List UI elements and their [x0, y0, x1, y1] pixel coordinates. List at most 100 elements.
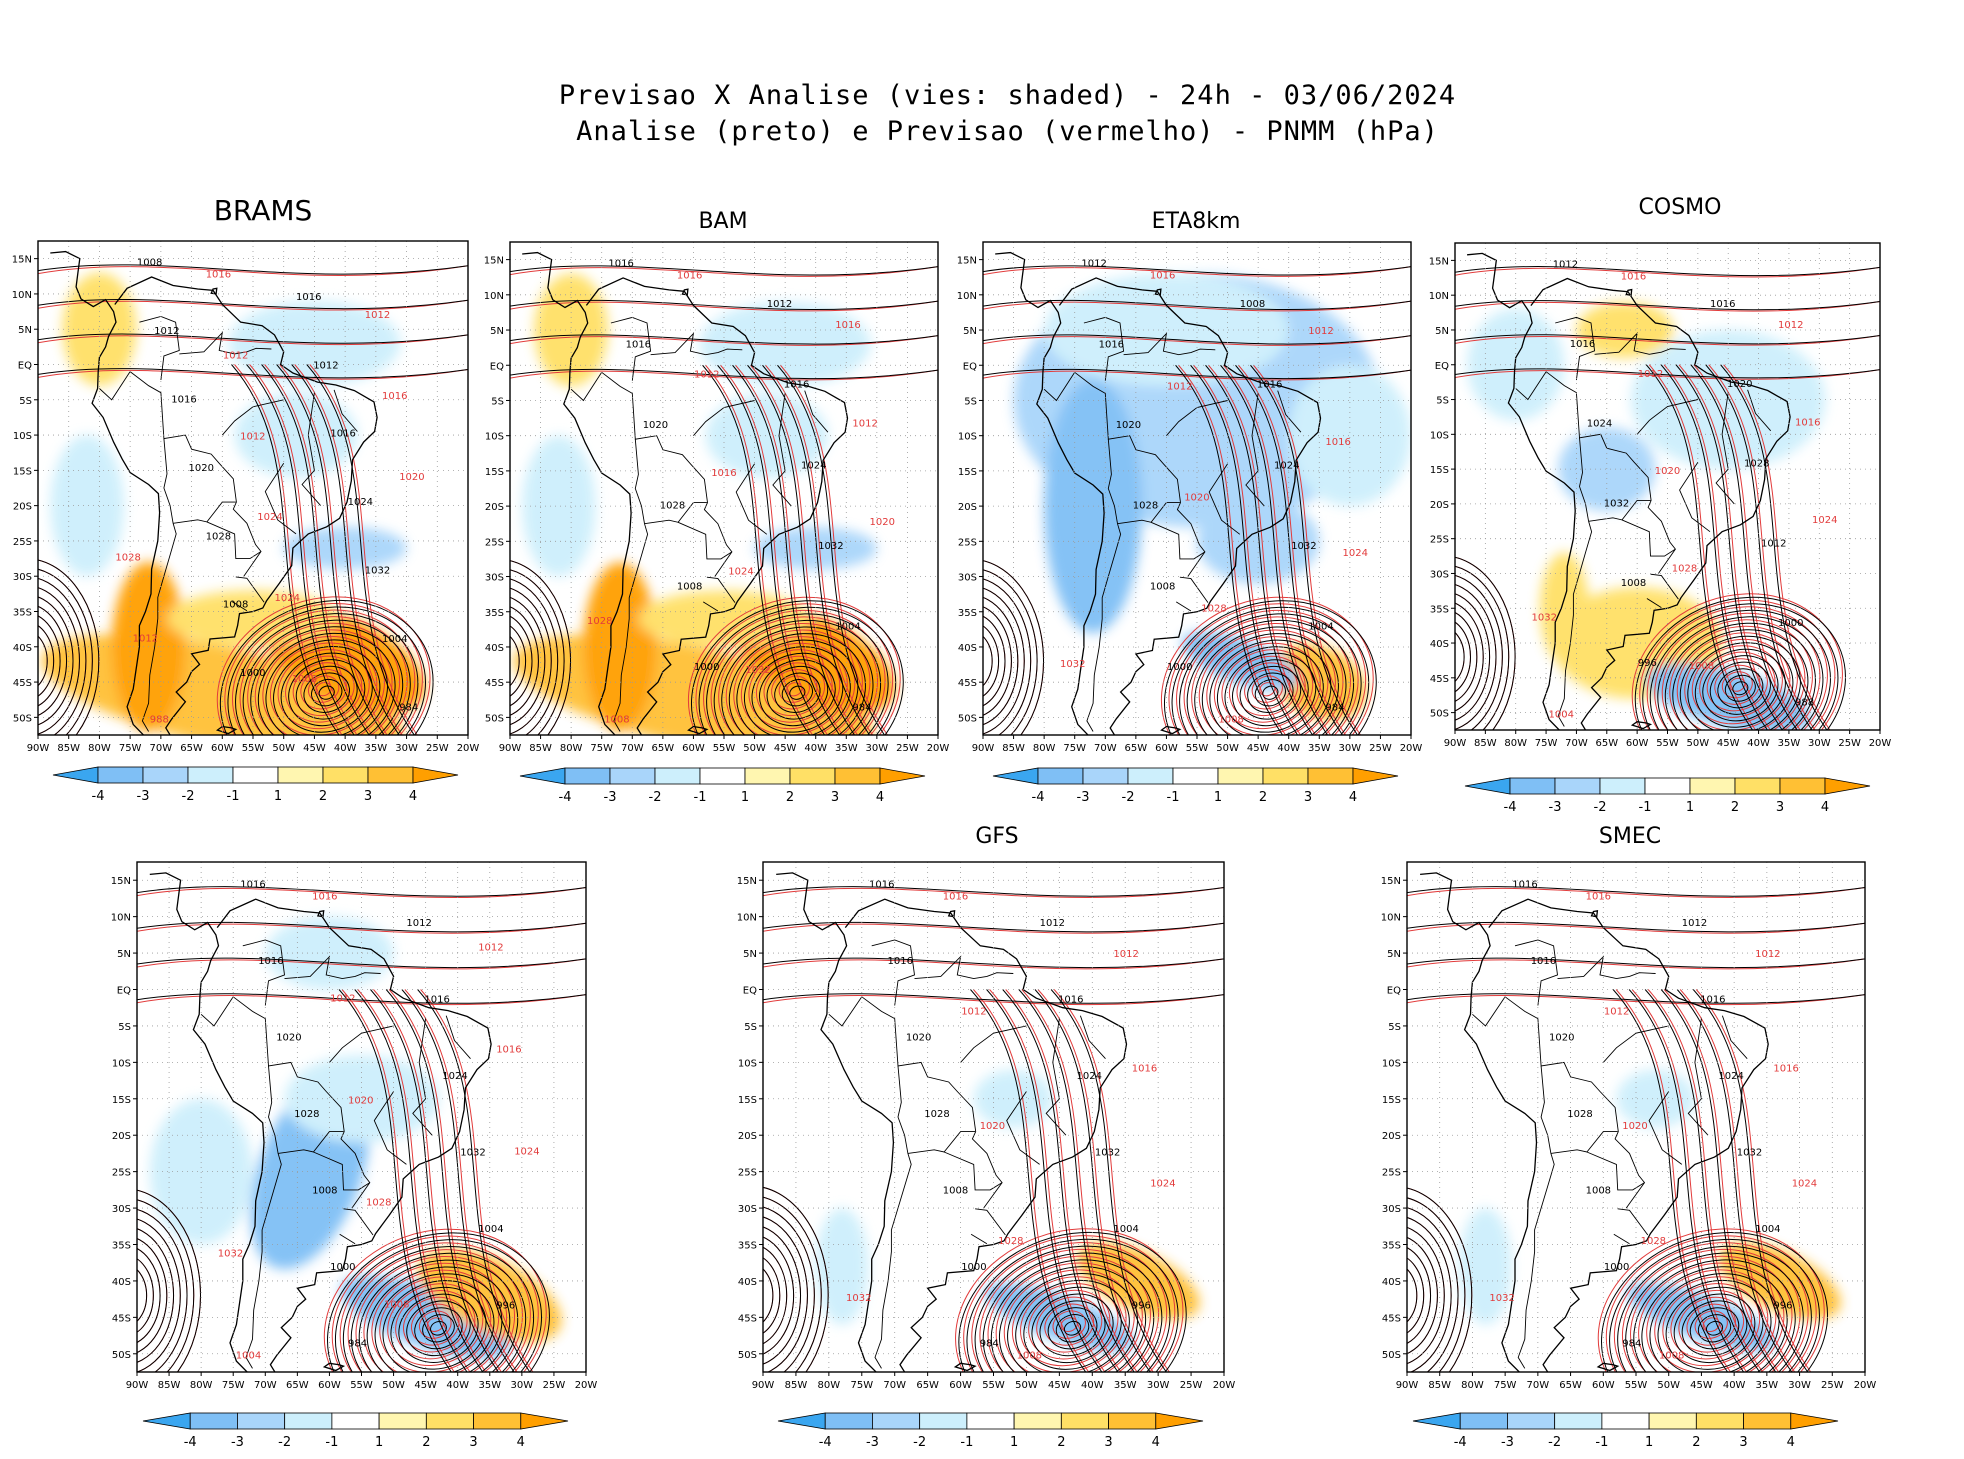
colorbar-label: 4	[517, 1435, 525, 1450]
isobar-label: 1012	[1604, 1006, 1629, 1017]
isobar-label: 1016	[1325, 437, 1350, 448]
isobar-label: 1012	[154, 326, 179, 337]
lon-tick-label: 55W	[1625, 1380, 1648, 1391]
colorbar-label: 3	[831, 790, 839, 805]
lat-tick-label: 25S	[1382, 1168, 1401, 1179]
colorbar-label: 4	[876, 790, 884, 805]
colorbar-label: 1	[274, 789, 282, 804]
lon-tick-label: 50W	[1216, 743, 1239, 754]
isobar-label: 1012	[852, 419, 877, 430]
lon-tick-label: 75W	[850, 1380, 873, 1391]
isobar-label: 1032	[1291, 541, 1316, 552]
lat-tick-label: 10N	[1429, 291, 1449, 302]
colorbar-label: -2	[278, 1435, 291, 1450]
isobar-label: 1016	[496, 1045, 521, 1056]
lat-tick-label: 15N	[737, 876, 757, 887]
colorbar-swatch	[879, 767, 926, 785]
colorbar-label: 3	[364, 789, 372, 804]
isobar-label: 1032	[218, 1249, 243, 1260]
lat-tick-label: 5S	[1436, 396, 1449, 407]
lat-tick-label: 50S	[485, 713, 504, 724]
panel-title-BAM: BAM	[698, 209, 748, 234]
lat-tick-label: 45S	[112, 1313, 131, 1324]
colorbar-swatch	[52, 766, 99, 784]
lat-tick-label: 25S	[738, 1168, 757, 1179]
isobar-label: 1032	[1489, 1293, 1514, 1304]
lat-tick-label: 35S	[1382, 1241, 1401, 1252]
lat-tick-label: 20S	[958, 502, 977, 513]
lat-tick-label: 35S	[1430, 604, 1449, 615]
lat-tick-label: 15S	[112, 1095, 131, 1106]
colorbar-label: -3	[137, 789, 150, 804]
isobar-label: 996	[496, 1300, 515, 1311]
isobar-label: 1000	[240, 668, 265, 679]
colorbar-label: -2	[649, 790, 662, 805]
isobar-label: 1016	[888, 956, 913, 967]
colorbar-label: -3	[1501, 1435, 1514, 1450]
lon-tick-label: 40W	[446, 1380, 469, 1391]
map-SMEC: 1016 1012 1016 1016 1020 1024 1028 1032 1008 1004…	[1381, 861, 1876, 1391]
colorbar-label: 3	[1304, 790, 1312, 805]
colorbar-label: 1	[1010, 1435, 1018, 1450]
lat-tick-label: 5N	[963, 326, 977, 337]
isobar-label: 1012	[1755, 949, 1780, 960]
isobar-label: 996	[1638, 658, 1657, 669]
lon-tick-label: 90W	[27, 743, 50, 754]
isobar-label: 1012	[1682, 918, 1707, 929]
lat-tick-label: 5S	[964, 396, 977, 407]
lat-tick-label: 10N	[111, 913, 131, 924]
colorbar-swatch	[1464, 777, 1511, 795]
lat-tick-label: 40S	[1382, 1277, 1401, 1288]
map-ETA8km: 1012 1008 1016 1016 1020 1024 1028 1032 1008 1004…	[957, 241, 1422, 754]
colorbar-swatch	[1307, 767, 1354, 785]
colorbar-COSMO: -4 -3 -2 -1 1 2 3 4	[1464, 777, 1871, 815]
isobar-label: 1020	[1184, 493, 1209, 504]
lon-tick-label: 60W	[1626, 738, 1649, 749]
lon-tick-label: 85W	[1002, 743, 1025, 754]
map-BRAMS: 1008 1016 1012 1012 1016 1016 1020 1024 1028 1032…	[12, 240, 479, 754]
colorbar-unlabeled: -4 -3 -2 -1 1 2 3 4	[142, 1412, 569, 1450]
lat-tick-label: 5N	[1387, 949, 1401, 960]
lat-tick-label: 25S	[1430, 535, 1449, 546]
lat-tick-label: 5S	[744, 1022, 757, 1033]
lat-tick-label: 30S	[485, 573, 504, 584]
isobar-label: 1016	[382, 391, 407, 402]
isobar-label: 1028	[1201, 603, 1226, 614]
lon-tick-label: 45W	[1048, 1380, 1071, 1391]
lat-tick-label: 10S	[112, 1058, 131, 1069]
colorbar-swatch	[699, 767, 746, 785]
lon-tick-label: 35W	[478, 1380, 501, 1391]
colorbar-BAM: -4 -3 -2 -1 1 2 3 4	[519, 767, 926, 805]
lon-tick-label: 50W	[1015, 1380, 1038, 1391]
lat-tick-label: 40S	[1430, 639, 1449, 650]
isobar-label: 1008	[1150, 581, 1175, 592]
lat-tick-label: 15S	[1430, 465, 1449, 476]
colorbar-swatch	[1060, 1412, 1109, 1430]
lat-tick-label: 10S	[485, 432, 504, 443]
isobar-label: 984	[980, 1339, 999, 1350]
colorbar-swatch	[412, 766, 459, 784]
lon-tick-label: 75W	[222, 1380, 245, 1391]
colorbar-label: 3	[1104, 1435, 1112, 1450]
colorbar-swatch	[1689, 777, 1736, 795]
isobar-label: 1000	[961, 1262, 986, 1273]
lon-tick-label: 25W	[1369, 743, 1392, 754]
isobar-label: 1016	[258, 956, 283, 967]
colorbar-label: -1	[1595, 1435, 1608, 1450]
colorbar-swatch	[1599, 777, 1646, 795]
lat-tick-label: 20S	[738, 1131, 757, 1142]
grid	[1407, 862, 1865, 1372]
colorbar-swatch	[564, 767, 611, 785]
lat-tick-label: 15N	[12, 255, 32, 266]
lat-tick-label: 10N	[1381, 913, 1401, 924]
isobar-label: 1004	[1113, 1224, 1138, 1235]
isobar-label: 1020	[276, 1033, 301, 1044]
lon-tick-label: 65W	[286, 1380, 309, 1391]
isobar-label: 1016	[1058, 994, 1083, 1005]
isobar-label: 1020	[348, 1096, 373, 1107]
isobar-label: 1008	[1659, 1351, 1684, 1362]
analysis-isobars	[137, 886, 586, 1372]
lat-tick-label: 45S	[738, 1313, 757, 1324]
panel-title-SMEC: SMEC	[1598, 824, 1662, 849]
lon-tick-label: 70W	[1565, 738, 1588, 749]
